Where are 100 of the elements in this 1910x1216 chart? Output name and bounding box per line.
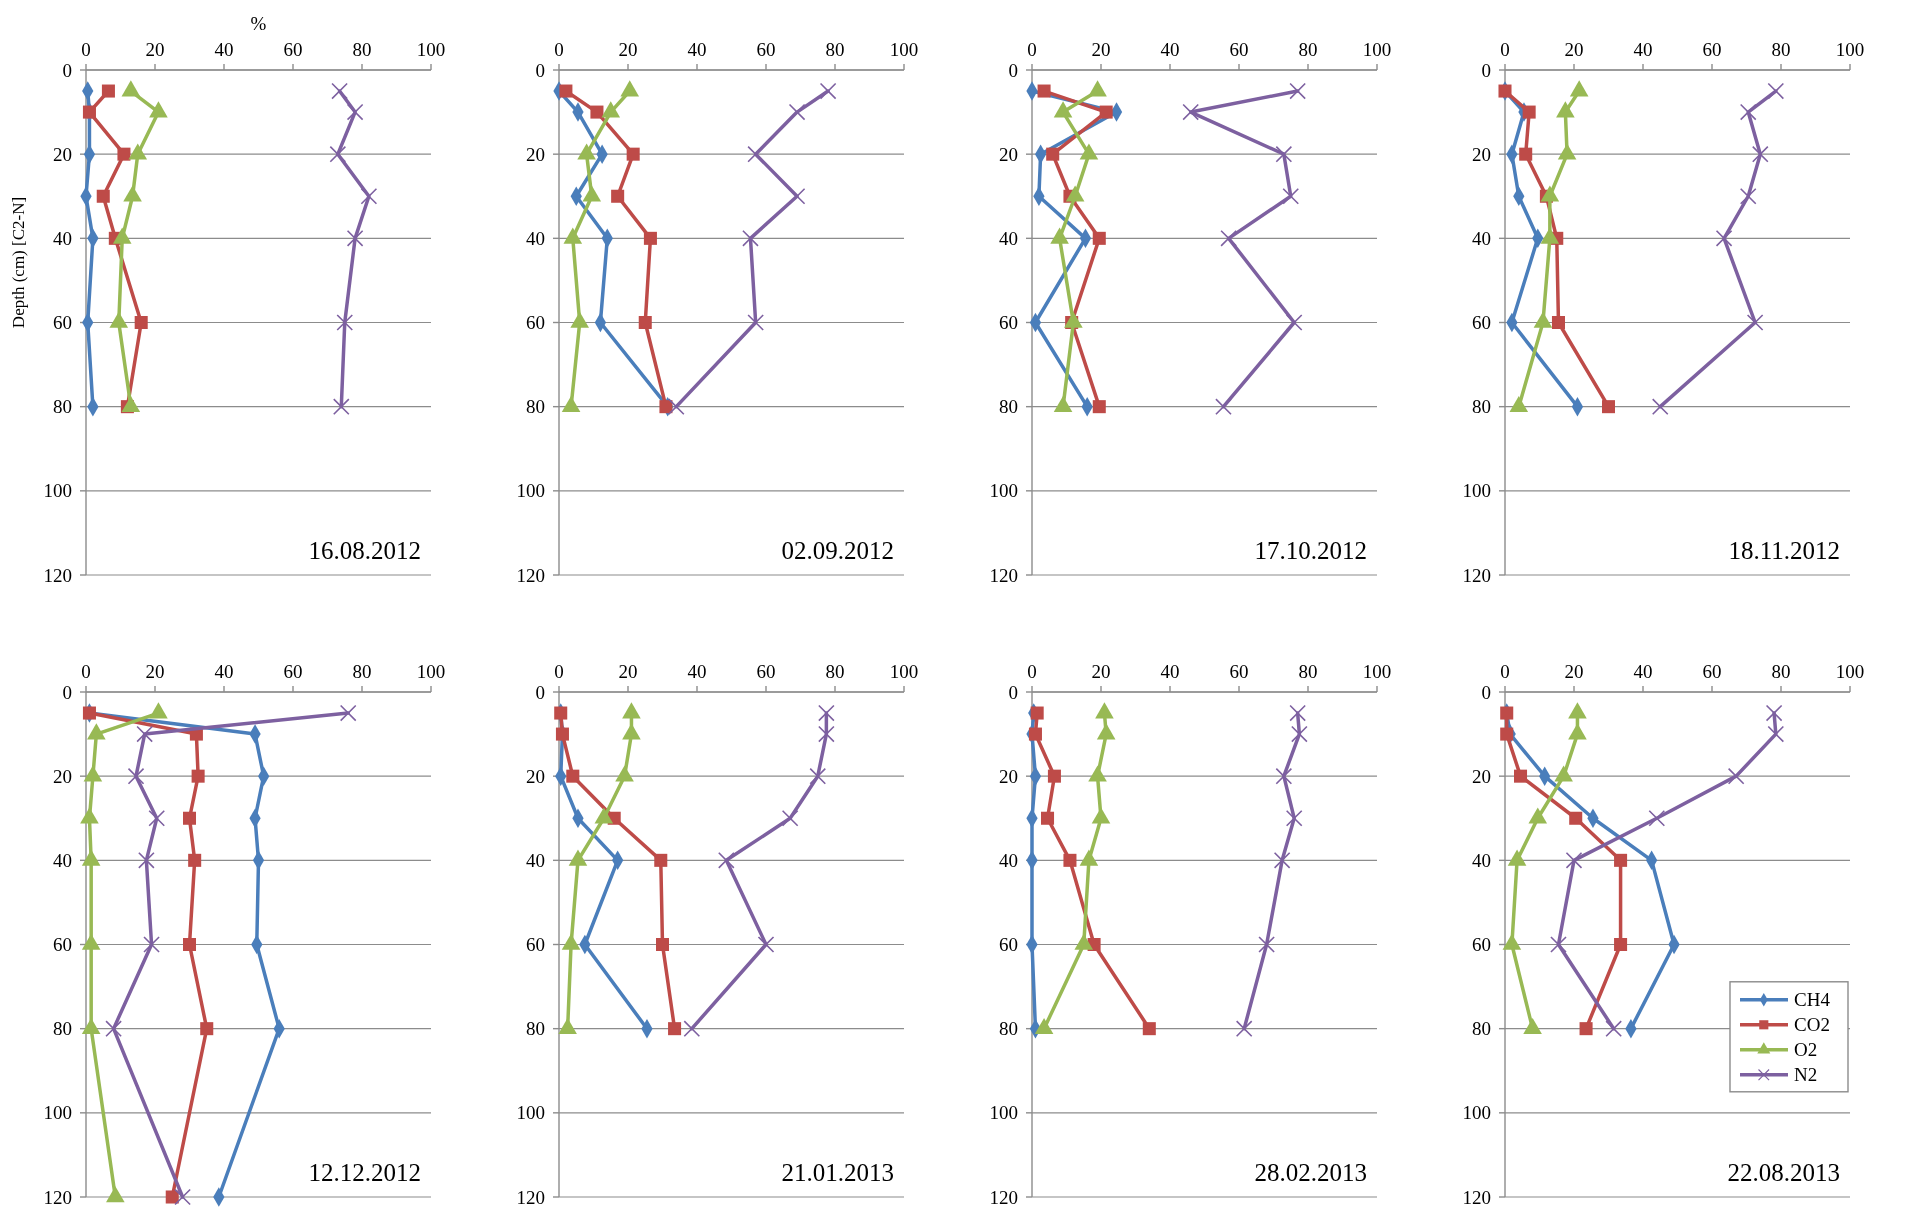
point [1215,398,1232,415]
point [182,811,197,825]
point [809,767,827,785]
point [1500,727,1514,741]
point [1648,809,1666,827]
annotation: 02.09.2012 [781,537,894,564]
y-tick-label: 100 [516,480,545,502]
point [1142,1022,1156,1036]
y-tick-label: 40 [999,227,1018,249]
y-tick-label: 120 [989,1186,1018,1208]
point [1715,230,1733,247]
y-tick-label: 120 [43,564,72,586]
point [1282,187,1300,205]
y-tick-label: 80 [1472,396,1491,418]
point [1727,767,1745,785]
y-tick-label: 40 [526,849,545,871]
legend-label: O2 [1794,1039,1818,1061]
point [1601,400,1616,414]
point [1551,315,1565,330]
point [1047,769,1061,783]
y-tick-label: 120 [43,1186,72,1208]
annotation: 12.12.2012 [308,1159,421,1186]
point [96,189,110,203]
point [188,853,202,867]
annotation: 21.01.2013 [781,1159,894,1186]
point [559,84,573,98]
point [1605,1020,1623,1037]
point [1289,82,1306,100]
x-axis-title: % [250,13,267,34]
point [1285,809,1303,827]
y-tick-label: 120 [516,564,545,586]
point [1046,147,1060,161]
x-tick-label: 20 [145,39,165,60]
x-tick-label: 80 [352,661,372,682]
point [818,704,835,722]
point [1289,704,1306,722]
y-tick-label: 80 [999,396,1018,418]
point [1739,103,1757,121]
y-tick-label: 100 [43,480,72,502]
point [781,809,799,827]
point [174,1188,191,1206]
x-tick-label: 40 [214,39,234,60]
point [655,937,670,952]
y-tick-label: 0 [535,59,545,81]
point [590,105,604,119]
y-tick-label: 0 [1481,59,1491,81]
x-tick-label: 20 [145,661,165,682]
point [1767,725,1785,743]
x-tick-label: 60 [283,661,303,682]
x-tick-label: 60 [756,39,776,60]
point [101,84,115,98]
y-tick-label: 100 [1462,1102,1491,1124]
legend-label: CO2 [1794,1014,1830,1036]
point [818,725,835,743]
x-tick-label: 0 [81,39,91,60]
point [331,82,348,100]
y-tick-label: 40 [1472,849,1491,871]
point [105,1020,122,1037]
x-tick-label: 20 [1564,661,1584,682]
y-tick-label: 0 [1008,681,1018,703]
point [336,314,354,331]
y-tick-label: 0 [62,59,72,81]
point [742,230,759,247]
x-tick-label: 20 [1091,39,1111,60]
x-tick-label: 40 [687,39,707,60]
x-tick-label: 80 [825,39,845,60]
y-tick-label: 60 [999,934,1018,956]
point [138,852,155,869]
x-tick-label: 0 [1027,39,1037,60]
point [1041,811,1055,825]
x-tick-label: 100 [416,661,446,682]
y-tick-label: 120 [1462,564,1491,586]
point [1514,769,1528,783]
x-tick-label: 80 [1298,661,1318,682]
y-tick-label: 60 [53,934,72,956]
legend-label: N2 [1794,1064,1818,1086]
point [1569,811,1583,825]
point [165,1190,179,1204]
point [819,82,837,100]
point [1275,145,1293,163]
y-tick-label: 40 [526,227,545,249]
y-tick-label: 60 [999,312,1018,334]
x-tick-label: 80 [352,39,372,60]
point [1275,767,1293,785]
point [626,147,640,161]
annotation: 16.08.2012 [308,537,421,564]
y-tick-label: 100 [43,1102,72,1124]
y-tick-label: 20 [53,765,72,787]
point [1614,853,1628,867]
y-tick-label: 0 [62,681,72,703]
x-tick-label: 100 [889,661,919,682]
y-tick-label: 0 [1008,59,1018,81]
point [1550,936,1567,953]
point [191,769,205,783]
point [1092,400,1106,414]
point [1235,1020,1253,1037]
point [1028,727,1042,741]
x-tick-label: 0 [1500,661,1510,682]
y-tick-label: 40 [1472,227,1491,249]
y-tick-label: 100 [989,1102,1018,1124]
